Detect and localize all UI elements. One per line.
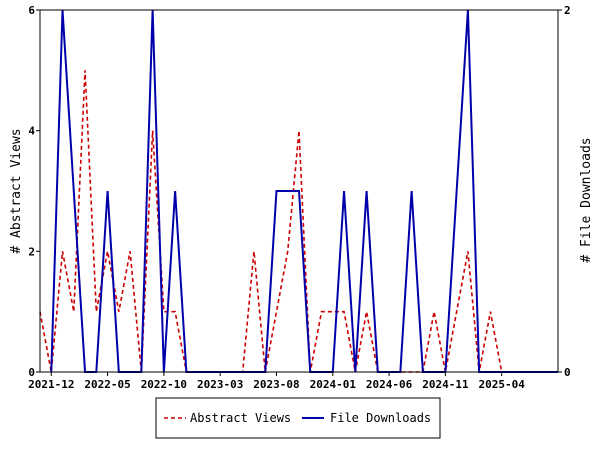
right-axis-title: # File Downloads (579, 137, 594, 262)
right-y-tick-label: 2 (564, 4, 571, 17)
x-tick-label: 2022-10 (141, 378, 187, 391)
left-axis-title: # Abstract Views (9, 128, 24, 253)
legend: Abstract Views File Downloads (155, 397, 441, 439)
left-y-tick-label: 2 (28, 245, 35, 258)
right-y-tick-label: 0 (564, 366, 571, 379)
x-tick-label: 2024-01 (310, 378, 357, 391)
legend-label-abstract-views: Abstract Views (190, 411, 291, 425)
left-y-tick-label: 6 (28, 4, 35, 17)
x-tick-label: 2022-05 (84, 378, 130, 391)
left-y-tick-label: 0 (28, 366, 35, 379)
plot-frame (39, 9, 559, 373)
legend-label-file-downloads: File Downloads (330, 411, 431, 425)
legend-box (155, 397, 441, 439)
x-tick-label: 2023-03 (197, 378, 243, 391)
x-tick-label: 2021-12 (28, 378, 74, 391)
axis-layer: 2021-12 2022-05 2022-10 2023-03 2023-08 2024-… (28, 4, 571, 391)
x-tick-label: 2025-04 (479, 378, 526, 391)
x-tick-label: 2024-11 (422, 378, 469, 391)
series-line-abstract-views (39, 70, 503, 373)
x-tick-label: 2023-08 (253, 378, 299, 391)
left-y-tick-label: 4 (28, 125, 35, 138)
x-tick-label: 2024-06 (366, 378, 413, 391)
